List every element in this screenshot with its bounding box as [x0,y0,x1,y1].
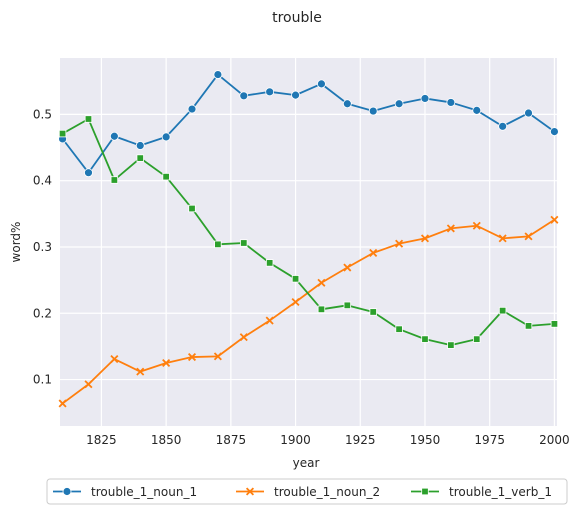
data-point [213,70,223,79]
x-tick-label: 1975 [474,433,505,447]
data-point [368,106,378,116]
y-tick-label: 0.2 [33,306,52,320]
legend-marker [62,487,72,496]
data-point [472,221,481,230]
series-trouble_1_verb_1 [58,115,559,349]
data-point [420,234,430,243]
data-point [472,105,482,115]
data-point [524,108,533,118]
data-point [498,121,508,131]
data-point [291,297,300,307]
data-point [317,278,326,287]
data-point [317,79,326,89]
data-point [214,240,222,249]
data-point [447,341,455,349]
legend-marker [421,487,429,496]
data-point [136,367,145,376]
legend-frame [46,478,568,505]
data-point [239,333,248,342]
data-point [136,154,144,162]
data-point [343,301,352,310]
legend-label: trouble_1_noun_2 [274,485,380,499]
y-tick-label: 0.5 [33,107,52,121]
data-point [58,399,67,408]
legend-item: trouble_1_noun_2 [236,485,380,499]
data-point [369,308,377,316]
data-point [394,99,404,109]
data-point [550,127,559,137]
y-axis-ticks: 0.1 0.2 0.3 0.4 0.5 [33,107,52,386]
data-point [420,94,430,103]
data-point [240,239,248,247]
x-tick-label: 1825 [86,433,117,447]
data-point [58,129,67,138]
data-point [421,335,429,343]
data-point [291,90,300,100]
grid-lines [60,58,557,426]
data-point [343,263,352,272]
data-point [498,234,507,243]
legend-item: trouble_1_noun_1 [53,485,197,499]
x-tick-label: 1925 [345,433,376,447]
y-tick-label: 0.3 [33,240,52,254]
data-point [291,275,300,283]
data-point [265,259,274,267]
plot-area [60,58,557,426]
data-point [84,115,93,123]
x-tick-label: 1875 [216,433,247,447]
data-point [524,322,533,330]
data-point [187,353,197,362]
y-axis-title: word% [9,222,23,263]
x-tick-label: 2000 [539,433,570,447]
data-point [550,215,559,224]
y-tick-label: 0.1 [33,373,52,387]
data-point [369,248,378,257]
series-trouble_1_noun_1 [58,70,559,178]
chart-title: trouble [272,10,322,26]
data-point [135,141,145,150]
data-point [524,232,533,241]
series-layer [58,70,559,408]
data-point [162,358,171,368]
series-line [62,118,555,347]
data-point [239,91,249,101]
legend-item: trouble_1_verb_1 [411,485,552,499]
data-point [84,380,93,389]
data-point [446,224,455,233]
data-point [213,352,222,361]
data-point [84,168,93,178]
data-point [446,98,456,107]
y-tick-label: 0.4 [33,174,52,188]
data-point [265,87,275,97]
legend-label: trouble_1_noun_1 [91,485,197,499]
data-point [187,104,197,114]
x-axis-title: year [293,456,320,470]
series-line [61,73,555,174]
data-point [109,131,119,141]
data-point [498,306,507,315]
data-point [161,132,171,142]
x-tick-label: 1850 [151,433,182,447]
legend: trouble_1_noun_1 trouble_1_noun_2 trouble_… [46,478,568,505]
legend-label: trouble_1_verb_1 [449,485,552,499]
data-point [188,204,196,213]
data-point [110,176,119,184]
x-tick-label: 1900 [280,433,311,447]
series-trouble_1_noun_2 [58,215,559,408]
legend-marker [245,487,255,496]
data-point [342,99,352,109]
data-point [162,172,170,181]
x-tick-label: 1950 [410,433,441,447]
x-axis-ticks: 1825 1850 1875 1900 1925 1950 1975 2000 [86,433,570,447]
data-point [110,354,119,364]
series-line [62,219,555,405]
data-point [395,239,404,248]
data-point [473,335,481,343]
data-point [550,320,559,328]
data-point [265,316,274,325]
data-point [395,325,403,333]
data-point [317,305,326,314]
